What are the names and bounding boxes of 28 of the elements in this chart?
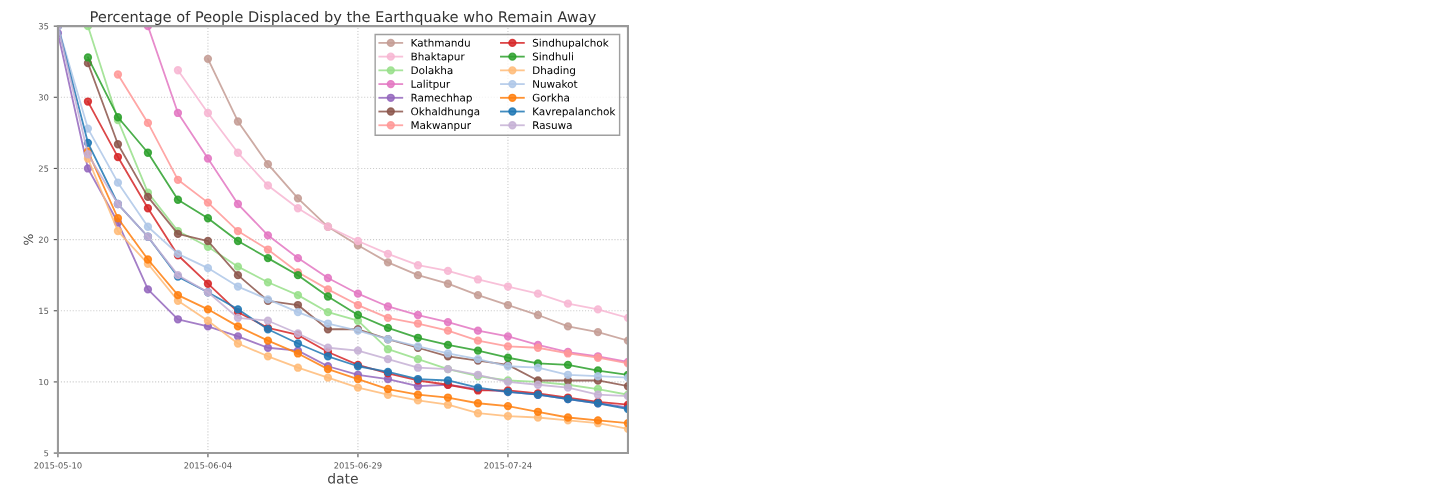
- legend-label: Rasuwa: [533, 121, 572, 130]
- y-tick-label: 5: [44, 450, 49, 457]
- chart-title: Percentage of People Displaced by the Earthquake who Remain Away: [91, 10, 596, 25]
- legend-label: Ramechhap: [411, 93, 472, 104]
- legend-label: Sindhuli: [532, 52, 573, 61]
- x-tick-label: 2015-05-10: [34, 462, 82, 469]
- y-tick-label: 20: [38, 236, 49, 243]
- legend-label: Kavrepalanchok: [533, 107, 616, 118]
- y-tick-label: 15: [39, 307, 49, 315]
- x-tick-label: 2015-06-04: [184, 462, 232, 469]
- y-tick-label: 35: [38, 23, 49, 30]
- legend-label: Dolakha: [411, 66, 453, 75]
- legend-label: Gorkha: [532, 93, 569, 102]
- legend-label: Sindhupalchok: [532, 38, 609, 49]
- legend-label: Makwanpur: [411, 120, 471, 132]
- legend-label: Okhaldhunga: [411, 107, 480, 118]
- y-tick-label: 30: [38, 94, 49, 101]
- y-tick-label: 10: [39, 378, 49, 386]
- legend-label: Kathmandu: [411, 38, 470, 47]
- x-axis-title: date: [328, 472, 358, 484]
- legend-label: Dhading: [533, 66, 575, 77]
- y-axis-title: %: [23, 234, 34, 245]
- y-tick-label: 25: [38, 165, 49, 172]
- x-tick-label: 2015-07-24: [484, 462, 532, 469]
- legend-label: Bhaktapur: [411, 52, 465, 63]
- legend-label: Lalitpur: [411, 79, 451, 90]
- x-tick-label: 2015-06-29: [334, 462, 382, 469]
- legend-label: Nuwakot: [533, 79, 578, 88]
